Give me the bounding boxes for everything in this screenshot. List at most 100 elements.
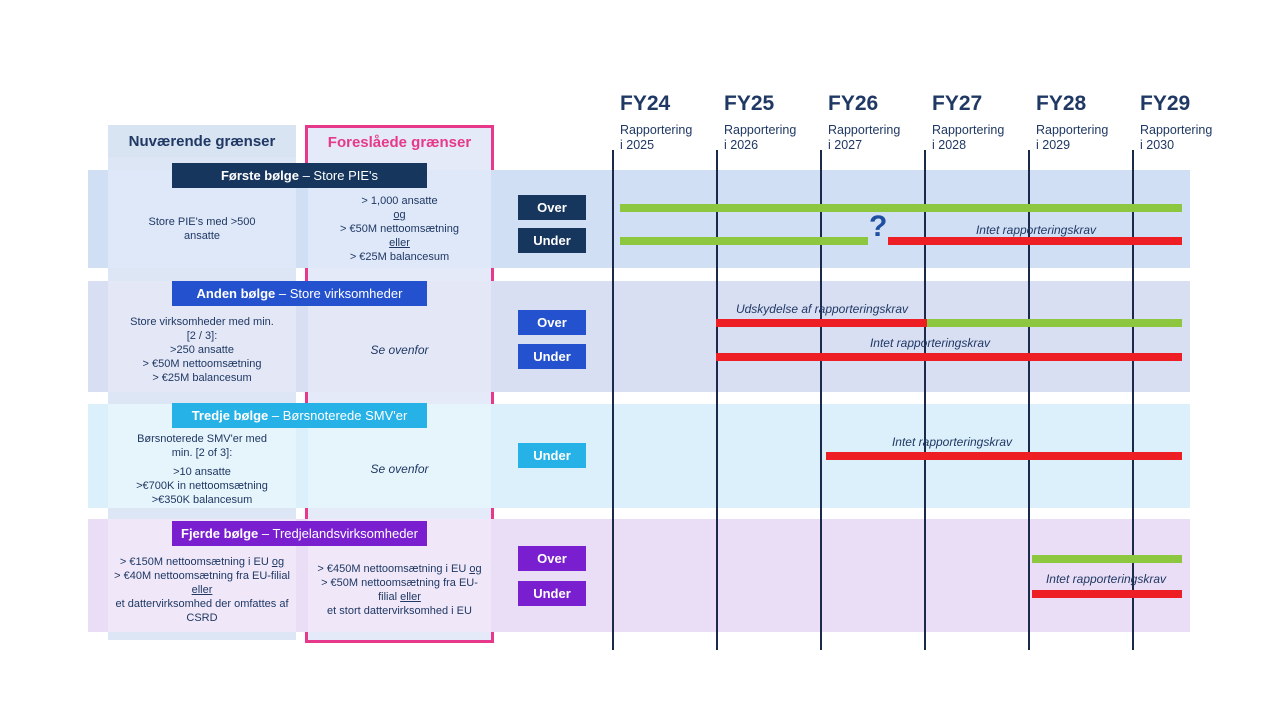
wave-2-banner: Anden bølge – Store virksomheder <box>172 281 427 306</box>
wave-4-under-note: Intet rapporteringskrav <box>1045 572 1167 586</box>
fy-subtitle-line: i 2030 <box>1140 138 1175 152</box>
wave-2-over-bar-green <box>927 319 1182 327</box>
cell-text-segment: Store PIE's med >500 <box>148 216 256 228</box>
wave-2-over-note: Udskydelse af rapporteringskrav <box>735 302 909 316</box>
cell-line: > €25M balancesum <box>350 250 449 264</box>
wave-2-under-label: Under <box>518 344 586 369</box>
wave-4-banner-title: Fjerde bølge <box>181 526 259 541</box>
cell-line: > €50M nettoomsætning <box>143 357 262 371</box>
cell-line: Store virksomheder med min. <box>130 315 274 329</box>
cell-text-segment: og <box>271 556 285 568</box>
wave-4-banner-subtitle: – Tredjelandsvirksomheder <box>258 526 418 541</box>
cell-line: >€700K in nettoomsætning <box>136 479 268 493</box>
fy-subtitle-line: Rapportering <box>828 123 901 137</box>
wave-2-over-bar-red <box>716 319 927 327</box>
cell-text-segment: >€350K balancesum <box>151 493 253 506</box>
cell-line: > €50M nettoomsætning <box>340 222 459 236</box>
cell-line: Se ovenfor <box>370 462 428 477</box>
cell-text-segment: et stort dattervirksomhed i EU <box>327 605 472 617</box>
cell-text-segment: og <box>393 209 406 221</box>
fy-subtitle-line: Rapportering <box>620 123 693 137</box>
cell-line: ansatte <box>184 229 220 243</box>
wave-3-under-note: Intet rapporteringskrav <box>891 435 1013 449</box>
cell-text-segment: ansatte <box>183 230 221 242</box>
fy-subtitle: Rapportering i 2027 <box>828 123 928 153</box>
fy-subtitle: Rapportering i 2025 <box>620 123 720 153</box>
cell-text-segment: Børsnoterede SMV'er med <box>137 432 267 445</box>
cell-text-segment: > €50M nettoomsætning fra EU- <box>321 577 478 589</box>
current-column-header: Nuværende grænser <box>108 125 296 157</box>
cell-text-segment: eller <box>191 584 213 596</box>
timeline-gridline-4 <box>924 150 926 650</box>
wave-4-over-bar-green <box>1032 555 1182 563</box>
cell-text-segment: [2 / 3]: <box>186 330 218 342</box>
fy-subtitle-line: i 2026 <box>724 138 759 152</box>
fy-subtitle: Rapportering i 2028 <box>932 123 1032 153</box>
wave-2-over-label: Over <box>518 310 586 335</box>
cell-line: et dattervirksomhed der omfattes af <box>115 597 288 611</box>
fy-column-fy25: FY25 Rapportering i 2026 <box>724 92 824 153</box>
fy-subtitle-line: Rapportering <box>724 123 797 137</box>
cell-line: Se ovenfor <box>370 343 428 358</box>
wave-1-under-bar-red <box>888 237 1182 245</box>
cell-text-segment: og <box>469 563 482 575</box>
fy-column-fy29: FY29 Rapportering i 2030 <box>1140 92 1240 153</box>
cell-text-segment: et dattervirksomhed der omfattes af <box>115 598 289 610</box>
cell-text-segment: > €40M nettoomsætning fra EU-filial <box>114 570 290 582</box>
fy-label: FY25 <box>724 92 775 115</box>
cell-text-segment: > €450M nettoomsætning i EU <box>317 563 470 575</box>
wave-1-banner: Første bølge – Store PIE's <box>172 163 427 188</box>
fy-column-fy28: FY28 Rapportering i 2029 <box>1036 92 1136 153</box>
cell-line: eller <box>389 236 410 250</box>
wave-3-current-cell: Børsnoterede SMV'er med min. [2 of 3]: >10… <box>108 404 296 508</box>
fy-subtitle-line: i 2025 <box>620 138 655 152</box>
timeline-gridline-5 <box>1028 150 1030 650</box>
fy-label: FY29 <box>1140 92 1191 115</box>
wave-2-under-note: Intet rapporteringskrav <box>869 336 991 350</box>
wave-3-banner: Tredje bølge – Børsnoterede SMV'er <box>172 403 427 428</box>
cell-line: Store PIE's med >500 <box>149 215 256 229</box>
cell-line: >10 ansatte <box>173 465 231 479</box>
current-column-header-label: Nuværende grænser <box>128 132 276 150</box>
wave-4-over-label: Over <box>518 546 586 571</box>
cell-line: et stort dattervirksomhed i EU <box>327 604 472 618</box>
fy-column-fy24: FY24 Rapportering i 2025 <box>620 92 720 153</box>
wave-1-question-mark: ? <box>869 210 888 243</box>
wave-1-banner-title: Første bølge <box>220 168 299 183</box>
fy-subtitle-line: Rapportering <box>1036 123 1109 137</box>
cell-line: min. [2 of 3]: <box>172 446 233 460</box>
cell-text-segment: > 1,000 ansatte <box>361 195 438 207</box>
fy-label: FY28 <box>1036 92 1087 115</box>
wave-3-under-label: Under <box>518 443 586 468</box>
timeline-gridline-3 <box>820 150 822 650</box>
cell-text-segment: CSRD <box>186 612 218 624</box>
cell-text-segment: min. [2 of 3]: <box>171 446 233 459</box>
cell-text-segment: > €25M balancesum <box>152 372 252 384</box>
wave-1-banner-subtitle: – Store PIE's <box>298 168 379 183</box>
cell-line: [2 / 3]: <box>187 329 218 343</box>
fy-label: FY26 <box>828 92 879 115</box>
timeline-gridline-6 <box>1132 150 1134 650</box>
cell-text-segment: >250 ansatte <box>170 344 234 356</box>
cell-text-segment: >€700K in nettoomsætning <box>136 479 268 492</box>
fy-column-fy26: FY26 Rapportering i 2027 <box>828 92 928 153</box>
wave-2-banner-subtitle: – Store virksomheder <box>275 286 403 301</box>
fy-subtitle: Rapportering i 2030 <box>1140 123 1240 153</box>
timeline-gridline-2 <box>716 150 718 650</box>
cell-line: >250 ansatte <box>170 343 234 357</box>
fy-label: FY27 <box>932 92 983 115</box>
wave-4-banner: Fjerde bølge – Tredjelandsvirksomheder <box>172 521 427 546</box>
cell-line: og <box>393 208 405 222</box>
proposed-column-header: Foreslåede grænser <box>308 127 491 157</box>
cell-text-segment: Store virksomheder med min. <box>130 316 274 328</box>
cell-line: > €50M nettoomsætning fra EU- <box>321 576 478 590</box>
cell-text-segment: eller <box>389 237 410 249</box>
cell-text-segment: >10 ansatte <box>173 465 231 478</box>
wave-1-over-label: Over <box>518 195 586 220</box>
fy-subtitle-line: i 2027 <box>828 138 863 152</box>
wave-4-under-label: Under <box>518 581 586 606</box>
wave-2-banner-title: Anden bølge <box>196 286 276 301</box>
wave-4-under-bar-red <box>1032 590 1182 598</box>
cell-text-segment: eller <box>400 591 421 603</box>
